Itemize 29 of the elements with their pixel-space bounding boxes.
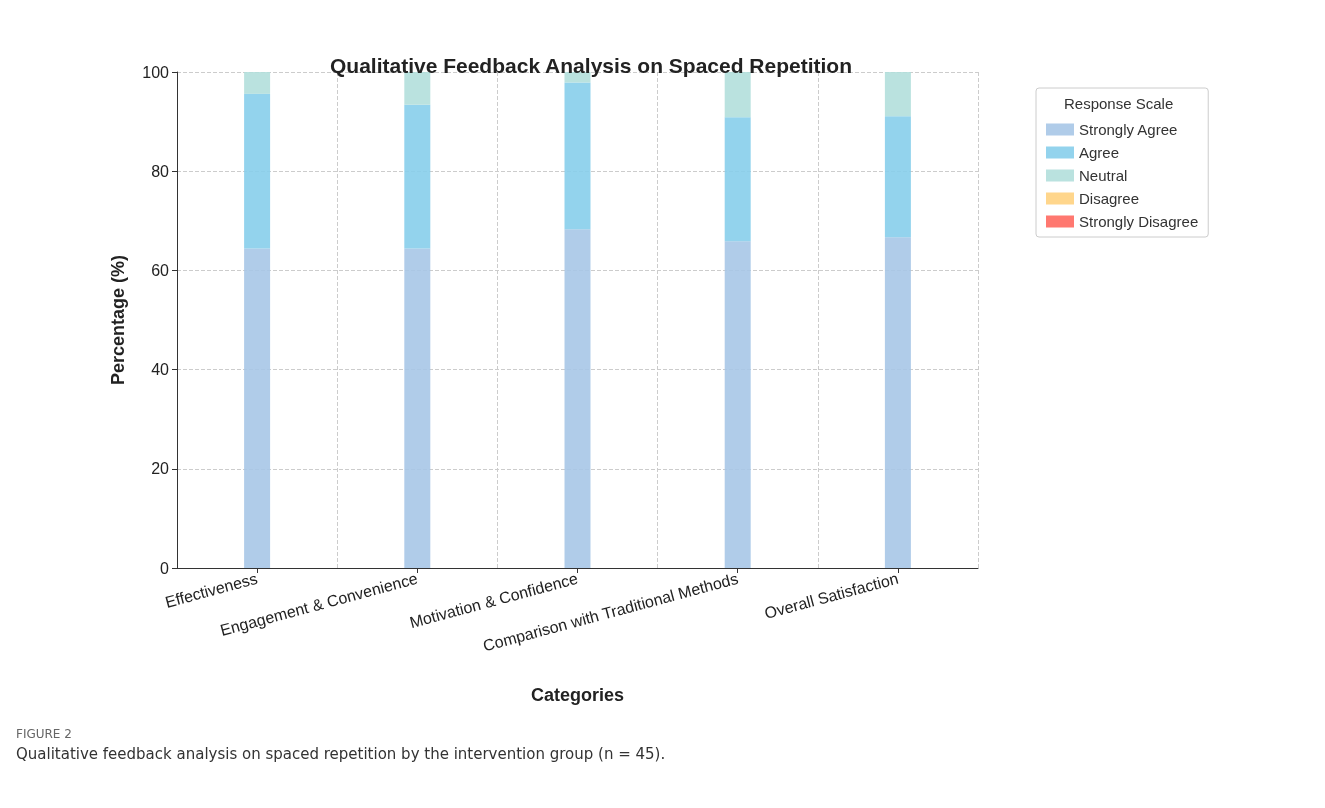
legend-label: Agree: [1079, 144, 1120, 161]
bar: [884, 237, 911, 568]
bar: [244, 72, 271, 94]
chart-title: Qualitative Feedback Analysis on Spaced Repetition: [329, 54, 853, 77]
text: Qualitative feedback analysis on spaced repetition by the intervention group (n = 45).: [16, 745, 667, 763]
bar: [884, 72, 911, 117]
y-tick-label: 20: [151, 460, 170, 478]
bar: [724, 117, 751, 242]
bar: [244, 248, 271, 568]
bar: [564, 229, 591, 568]
bar: [404, 248, 431, 568]
y-axis-title: Percentage (%): [108, 254, 128, 386]
legend-label: Strongly Agree: [1079, 121, 1178, 138]
legend-title: Response Scale: [1064, 95, 1174, 112]
y-tick-label: 60: [151, 261, 170, 279]
y-tick-label: 0: [160, 559, 170, 577]
legend-label: Strongly Disagree: [1079, 213, 1199, 230]
bar: [724, 241, 751, 568]
x-axis-title: Categories: [530, 685, 625, 705]
y-tick-label: 100: [142, 63, 170, 81]
legend-label: Disagree: [1079, 190, 1140, 207]
bar: [244, 93, 271, 249]
bar: [404, 104, 431, 249]
bar: [564, 82, 591, 230]
caption: FIGURE 2: [16, 727, 73, 741]
legend-label: Neutral: [1079, 167, 1128, 184]
bar: [884, 116, 911, 238]
y-tick-label: 80: [151, 162, 170, 180]
y-tick-label: 40: [151, 361, 170, 379]
